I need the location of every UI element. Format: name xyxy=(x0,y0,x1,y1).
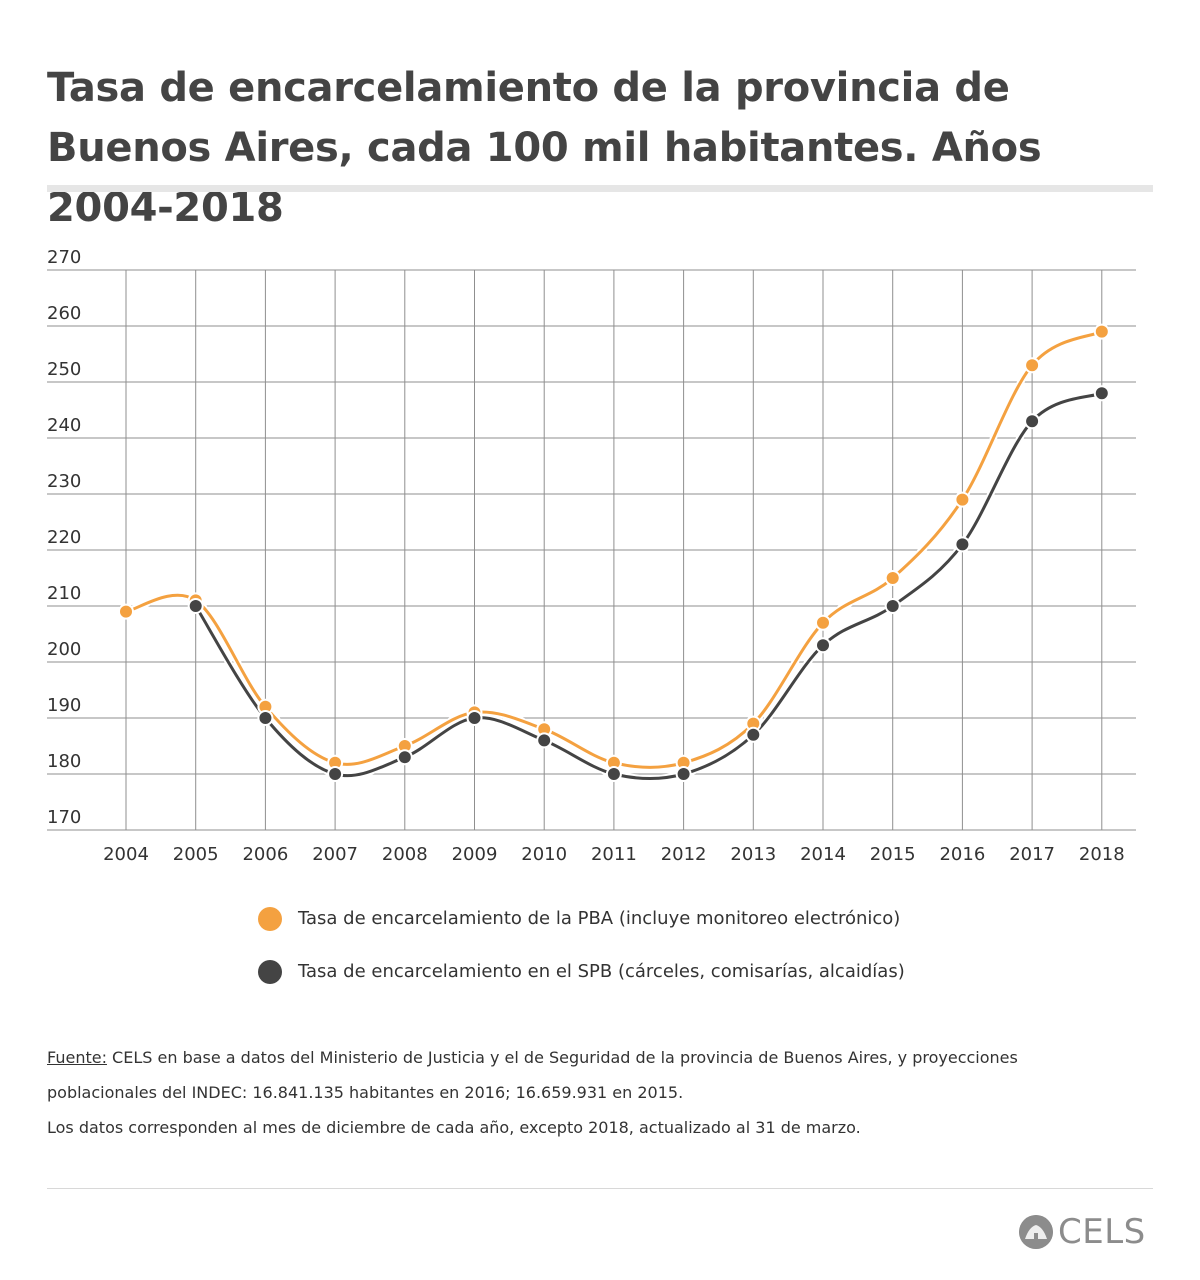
x-tick-label: 2011 xyxy=(591,844,637,865)
legend-label-spb: Tasa de encarcelamiento en el SPB (cárce… xyxy=(298,961,905,982)
y-tick-label: 180 xyxy=(47,751,81,772)
data-point-spb-2008 xyxy=(396,749,413,766)
data-point-pba-2017 xyxy=(1024,357,1041,374)
series-line-spb xyxy=(194,391,1104,781)
data-point-pba-2016 xyxy=(954,491,971,508)
x-tick-label: 2016 xyxy=(939,844,985,865)
x-tick-label: 2014 xyxy=(800,844,846,865)
x-tick-label: 2012 xyxy=(661,844,707,865)
data-point-spb-2007 xyxy=(327,766,344,782)
chart-grid xyxy=(47,269,1136,831)
x-tick-label: 2007 xyxy=(312,844,358,865)
x-tick-label: 2015 xyxy=(870,844,916,865)
chart-title: Tasa de encarcelamiento de la provincia … xyxy=(47,65,1042,231)
footer-divider xyxy=(47,1188,1153,1189)
y-tick-label: 260 xyxy=(47,303,81,324)
data-point-pba-2015 xyxy=(884,570,901,586)
data-point-spb-2012 xyxy=(675,766,692,782)
title-divider xyxy=(47,185,1153,192)
data-point-spb-2017 xyxy=(1024,413,1041,430)
source-line-3: Los datos corresponden al mes de diciemb… xyxy=(47,1118,861,1137)
data-point-spb-2009 xyxy=(466,710,483,726)
source-note: Fuente: CELS en base a datos del Ministe… xyxy=(47,1040,1157,1145)
y-tick-label: 230 xyxy=(47,471,81,492)
data-point-spb-2005 xyxy=(187,598,204,614)
data-point-spb-2013 xyxy=(745,726,762,743)
source-label: Fuente: xyxy=(47,1048,107,1067)
series-points xyxy=(118,323,1110,782)
x-tick-label: 2008 xyxy=(382,844,428,865)
y-tick-label: 250 xyxy=(47,359,81,380)
x-tick-label: 2017 xyxy=(1009,844,1055,865)
x-tick-label: 2006 xyxy=(242,844,288,865)
data-point-spb-2016 xyxy=(954,536,971,553)
x-axis-ticks: 2004 2005 2006 2007 2008 2009 2010 2011 2012 2013… xyxy=(103,844,1125,865)
data-point-spb-2018 xyxy=(1093,385,1110,402)
y-axis-ticks: 270 260 250 240 230 220 210 200 190 180 170 xyxy=(47,247,81,828)
data-point-pba-2004 xyxy=(118,603,134,620)
data-point-spb-2015 xyxy=(884,598,901,614)
y-tick-label: 210 xyxy=(47,583,81,604)
data-point-pba-2014 xyxy=(815,614,831,631)
data-point-spb-2014 xyxy=(815,637,831,654)
data-point-pba-2018 xyxy=(1093,323,1110,340)
y-tick-label: 270 xyxy=(47,247,81,268)
y-tick-label: 170 xyxy=(47,807,81,828)
legend-marker-pba xyxy=(258,907,282,931)
data-point-spb-2006 xyxy=(257,710,274,726)
x-tick-label: 2009 xyxy=(452,844,498,865)
legend-marker-spb xyxy=(258,960,282,984)
x-tick-label: 2010 xyxy=(521,844,567,865)
series-line-halo-spb xyxy=(192,389,1106,783)
y-tick-label: 200 xyxy=(47,639,81,660)
source-line-1: CELS en base a datos del Ministerio de J… xyxy=(106,1048,1018,1067)
y-tick-label: 190 xyxy=(47,695,81,716)
y-tick-label: 220 xyxy=(47,527,81,548)
logo-text: CELS xyxy=(1058,1212,1146,1252)
x-tick-label: 2018 xyxy=(1079,844,1125,865)
y-tick-label: 240 xyxy=(47,415,81,436)
data-point-spb-2010 xyxy=(536,732,553,749)
source-line-2: poblacionales del INDEC: 16.841.135 habi… xyxy=(47,1083,684,1102)
data-point-spb-2011 xyxy=(605,766,622,782)
x-tick-label: 2013 xyxy=(730,844,776,865)
cels-logo-icon xyxy=(1019,1215,1053,1249)
legend-label-pba: Tasa de encarcelamiento de la PBA (inclu… xyxy=(298,908,901,929)
x-tick-label: 2005 xyxy=(173,844,219,865)
x-tick-label: 2004 xyxy=(103,844,149,865)
